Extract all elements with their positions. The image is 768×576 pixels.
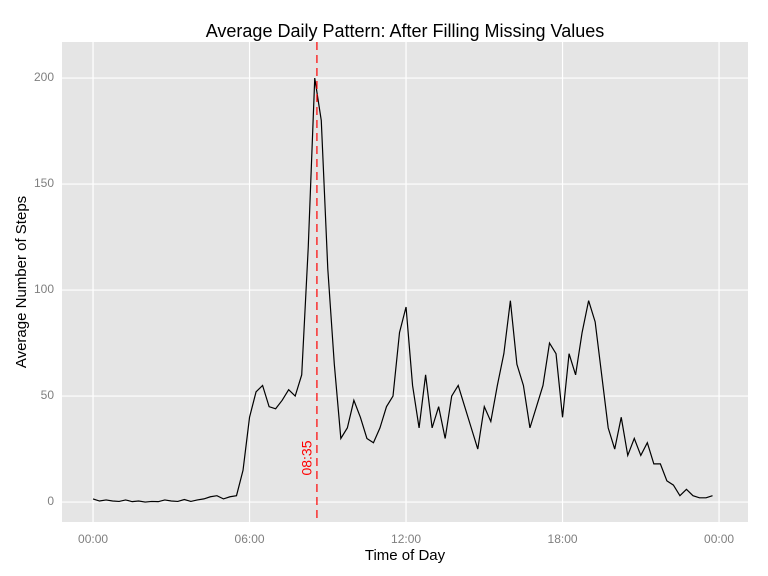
panel [62,42,748,522]
y-tick-label: 200 [34,70,54,84]
chart-title: Average Daily Pattern: After Filling Mis… [206,21,605,41]
reference-label: 08:35 [299,440,315,475]
x-tick-label: 18:00 [548,532,578,546]
y-tick-label: 0 [47,494,54,508]
x-tick-label: 06:00 [235,532,265,546]
y-tick-label: 50 [41,388,55,402]
x-tick-label: 00:00 [78,532,108,546]
y-tick-label: 100 [34,282,54,296]
x-tick-label: 00:00 [704,532,734,546]
y-tick-label: 150 [34,176,54,190]
y-axis-title: Average Number of Steps [13,196,30,368]
x-tick-label: 12:00 [391,532,421,546]
x-axis-title: Time of Day [365,547,446,564]
line [92,77,713,503]
